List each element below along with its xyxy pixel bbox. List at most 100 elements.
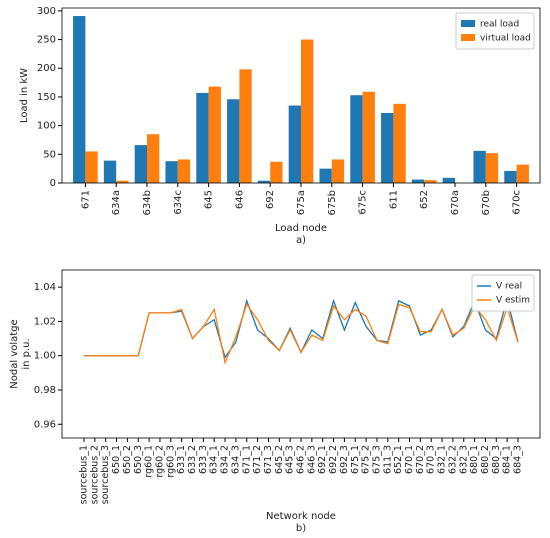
x-tick-label: 670_3: [426, 445, 437, 474]
x-tick-label: 692_2: [328, 445, 339, 474]
bar: [504, 170, 517, 183]
bar: [103, 160, 117, 183]
x-tick-label: 675_2: [361, 445, 372, 474]
x-tick-label: 680_3: [491, 445, 502, 474]
legend-frame: [455, 12, 535, 50]
x-tick-label: 671_2: [252, 445, 263, 474]
bar: [147, 134, 160, 183]
x-tick-label: 680_1: [469, 445, 480, 474]
bar: [208, 86, 221, 183]
bar: [350, 95, 363, 183]
bar: [516, 164, 529, 183]
bar: [411, 179, 425, 183]
legend-frame: [471, 274, 535, 312]
axes-frame: [61, 269, 541, 439]
x-tick-label: 646_2: [296, 445, 307, 474]
x-tick-label: 611_3: [382, 445, 393, 474]
x-tick-label: 671_3: [263, 445, 274, 474]
x-tick-label: 650_1: [111, 445, 122, 474]
legend-label: V real: [496, 282, 522, 292]
bar: [331, 159, 345, 183]
x-tick-label: 646: [234, 190, 245, 209]
y-tick-label: 250: [37, 35, 56, 46]
axes-frame: [61, 7, 541, 184]
x-tick-label: 633_2: [187, 445, 198, 474]
y-tick-label: 200: [37, 63, 56, 74]
legend-swatch: [461, 34, 475, 41]
x-tick-label: 652: [419, 190, 430, 209]
x-tick-label: 680_2: [480, 445, 491, 474]
x-tick-label: sourcebus_2: [89, 445, 100, 504]
x-tick-label: 670c: [512, 190, 523, 215]
bar: [134, 145, 147, 183]
x-axis-label: Load node: [275, 223, 327, 234]
bar: [393, 103, 406, 183]
x-tick-label: 684_3: [513, 445, 524, 474]
bar: [319, 168, 332, 183]
y-tick-label: 1.04: [34, 282, 56, 293]
y-axis-label: Load in kW: [19, 68, 30, 123]
bar: [196, 92, 209, 183]
x-tick-label: 692_3: [339, 445, 350, 474]
x-tick-label: 632_3: [458, 445, 469, 474]
y-tick-label: 0.98: [34, 385, 56, 396]
x-tick-label: 634c: [173, 190, 184, 215]
bar: [177, 159, 191, 183]
caption: a): [296, 235, 306, 246]
bar: [301, 39, 314, 184]
y-tick-label: 0: [50, 178, 56, 189]
x-tick-label: 645: [204, 190, 215, 209]
y-axis-label: Nodal volatge: [9, 319, 20, 388]
bar: [73, 16, 86, 183]
x-tick-label: rg60_3: [165, 445, 176, 478]
y-axis-label: in p.u.: [21, 338, 32, 369]
bar: [381, 113, 394, 183]
x-tick-label: 634_1: [209, 445, 220, 474]
x-tick-label: rg60_2: [154, 445, 165, 478]
y-tick-label: 50: [43, 149, 56, 160]
x-tick-label: 670a: [450, 190, 461, 215]
x-tick-label: 671_1: [241, 445, 252, 474]
x-tick-label: 670b: [481, 190, 492, 215]
x-tick-label: 634_3: [230, 445, 241, 474]
bar: [116, 180, 129, 183]
x-tick-label: 634b: [142, 190, 153, 215]
bar: [473, 150, 486, 183]
y-tick-label: 150: [37, 92, 56, 103]
x-tick-label: 633_3: [198, 445, 209, 474]
x-tick-label: sourcebus_1: [79, 445, 90, 504]
x-tick-label: 692: [265, 190, 276, 209]
x-tick-label: 646_3: [306, 445, 317, 474]
x-tick-label: 670_2: [415, 445, 426, 474]
x-tick-label: 684_1: [502, 445, 513, 474]
y-tick-label: 1.02: [34, 316, 56, 327]
bar: [239, 69, 252, 183]
x-tick-label: 645_3: [285, 445, 296, 474]
x-axis-label: Network node: [266, 511, 336, 522]
bar: [270, 161, 283, 183]
x-tick-label: rg60_1: [144, 445, 155, 478]
x-tick-label: 675c: [358, 190, 369, 215]
x-tick-label: 632_1: [437, 445, 448, 474]
x-tick-label: 675_1: [350, 445, 361, 474]
bar: [442, 177, 455, 183]
x-tick-label: 634a: [111, 190, 122, 215]
x-tick-label: 671: [80, 190, 91, 209]
x-tick-label: 633_1: [176, 445, 187, 474]
bar: [85, 151, 98, 183]
x-tick-label: 692_1: [317, 445, 328, 474]
x-tick-label: 650_2: [122, 445, 133, 474]
y-tick-label: 100: [37, 121, 56, 132]
bar: [257, 180, 271, 183]
legend-label: real load: [480, 20, 519, 30]
x-tick-label: 675b: [327, 190, 338, 215]
y-tick-label: 1.00: [34, 351, 56, 362]
x-tick-label: 675_3: [371, 445, 382, 474]
y-tick-label: 300: [37, 6, 56, 17]
x-tick-label: 632_2: [447, 445, 458, 474]
legend-label: virtual load: [480, 34, 531, 44]
x-tick-label: 634_2: [220, 445, 231, 474]
legend-label: V estim: [496, 296, 530, 306]
x-tick-label: 611: [388, 190, 399, 209]
